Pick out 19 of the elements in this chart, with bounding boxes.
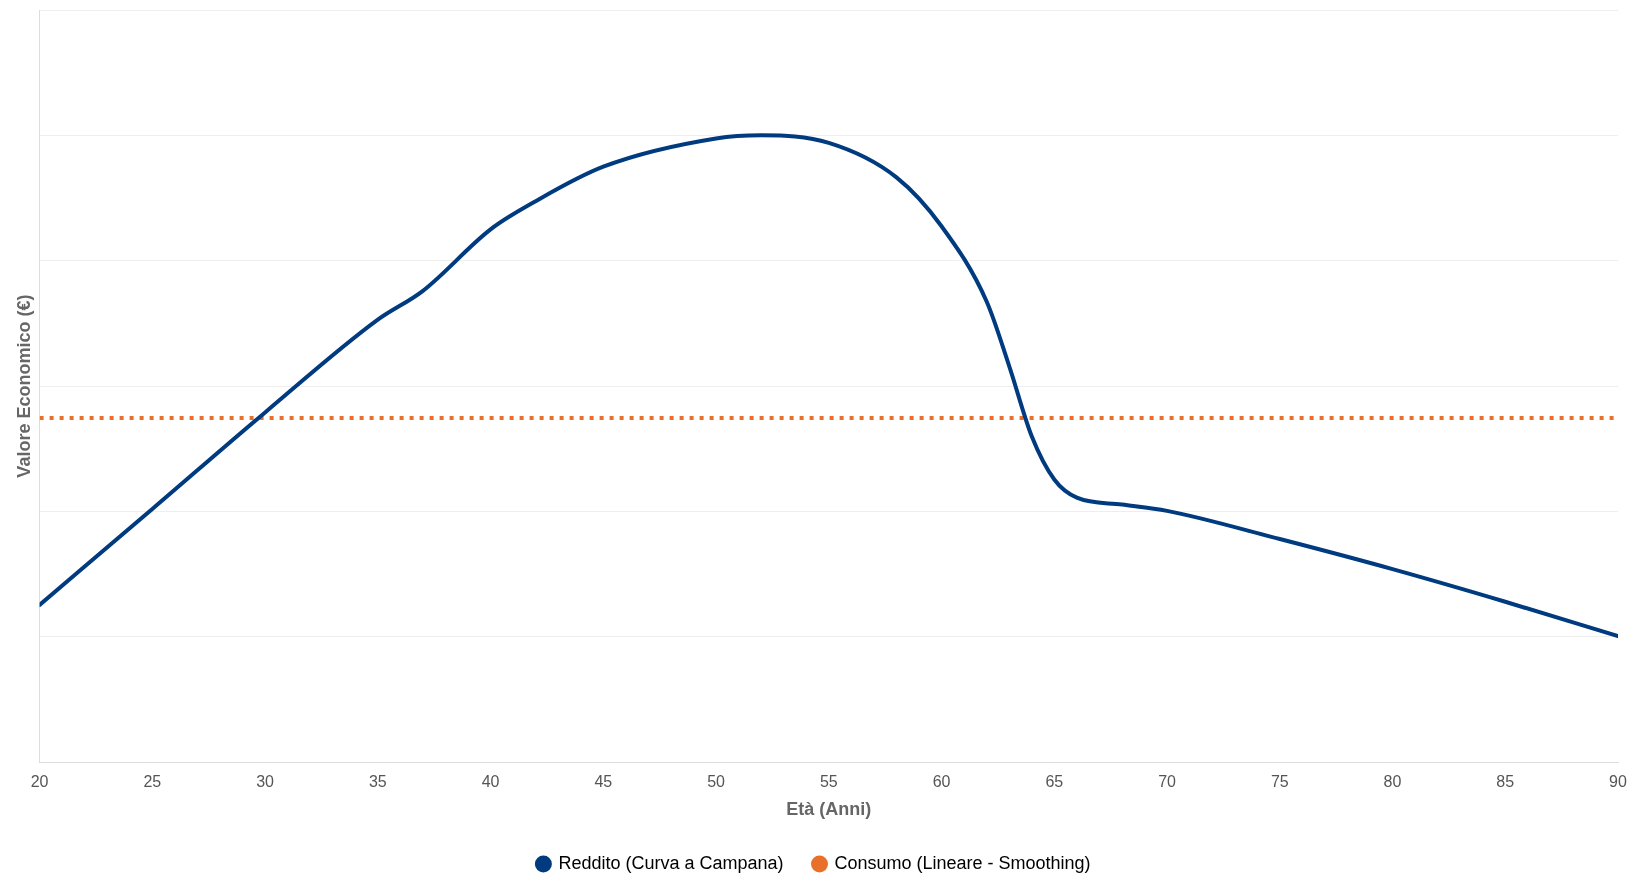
x-tick-label: 25	[143, 773, 162, 791]
x-tick-label: 85	[1496, 773, 1515, 791]
x-tick-label: 50	[707, 773, 726, 791]
x-tick-label: 65	[1045, 773, 1064, 791]
x-tick-label: 75	[1270, 773, 1289, 791]
x-axis-title: Età (Anni)	[786, 799, 872, 820]
x-tick-label: 60	[932, 773, 951, 791]
legend-label: Reddito (Curva a Campana)	[558, 852, 784, 873]
x-tick-label: 90	[1609, 773, 1627, 791]
x-tick-label: 40	[481, 773, 500, 791]
x-tick-label: 30	[256, 773, 275, 791]
x-tick-label: 70	[1158, 773, 1177, 791]
x-tick-label: 45	[594, 773, 613, 791]
x-tick-label: 55	[819, 773, 838, 791]
y-axis-title: Valore Economico (€)	[13, 294, 34, 478]
x-tick-label: 80	[1383, 773, 1402, 791]
x-tick-label: 35	[368, 773, 387, 791]
x-tick-label: 20	[30, 773, 49, 791]
legend-label: Consumo (Lineare - Smoothing)	[834, 852, 1091, 873]
